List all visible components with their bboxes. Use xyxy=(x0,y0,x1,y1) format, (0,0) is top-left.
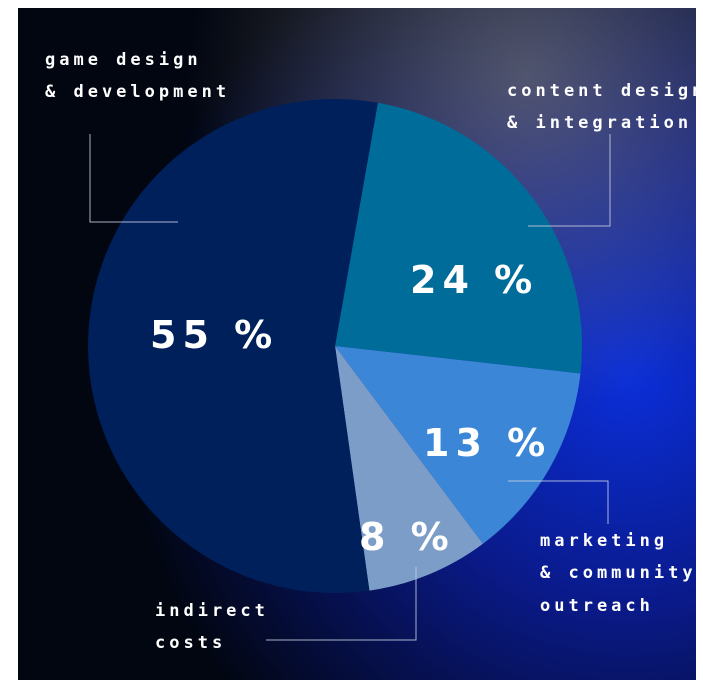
category-label-game-design-line-1: game design xyxy=(45,50,202,70)
category-label-marketing-line-1: marketing xyxy=(540,531,668,551)
category-label-content-design-line-2: & integration xyxy=(507,113,692,133)
category-label-content-design: content design & integration xyxy=(507,81,696,133)
value-label-game-design: 55 % xyxy=(150,313,278,357)
category-label-marketing-line-3: outreach xyxy=(540,596,654,616)
category-label-indirect-line-2: costs xyxy=(155,633,226,653)
value-label-indirect: 8 % xyxy=(359,515,455,559)
leader-line-game-design xyxy=(89,134,178,223)
value-label-marketing: 13 % xyxy=(423,421,551,465)
category-label-game-design: game design & development xyxy=(45,50,230,102)
category-label-marketing: marketing & community outreach xyxy=(540,531,696,616)
category-label-content-design-line-1: content design xyxy=(507,81,696,101)
leader-lines xyxy=(89,134,611,641)
value-label-content-design: 24 % xyxy=(410,258,538,302)
category-labels: game design & development content design… xyxy=(45,50,696,653)
category-label-game-design-line-2: & development xyxy=(45,82,230,102)
pie-slice-marketing xyxy=(335,346,581,544)
pie-slice-indirect xyxy=(335,346,483,591)
pie-slice-game-design xyxy=(88,99,378,594)
pie-slice-content-design xyxy=(335,102,582,374)
category-label-indirect: indirect costs xyxy=(155,601,283,653)
category-label-marketing-line-2: & community xyxy=(540,563,696,583)
leader-line-content-design xyxy=(528,134,611,227)
leader-line-marketing xyxy=(508,480,609,524)
category-label-indirect-line-1: indirect xyxy=(155,601,269,621)
leader-line-indirect xyxy=(266,567,417,641)
chart-frame: 55 % 24 % 13 % 8 % game design & develop… xyxy=(18,8,696,680)
value-labels: 55 % 24 % 13 % 8 % xyxy=(150,258,551,559)
pie-chart: 55 % 24 % 13 % 8 % game design & develop… xyxy=(18,8,696,680)
pie-slices xyxy=(88,99,582,594)
